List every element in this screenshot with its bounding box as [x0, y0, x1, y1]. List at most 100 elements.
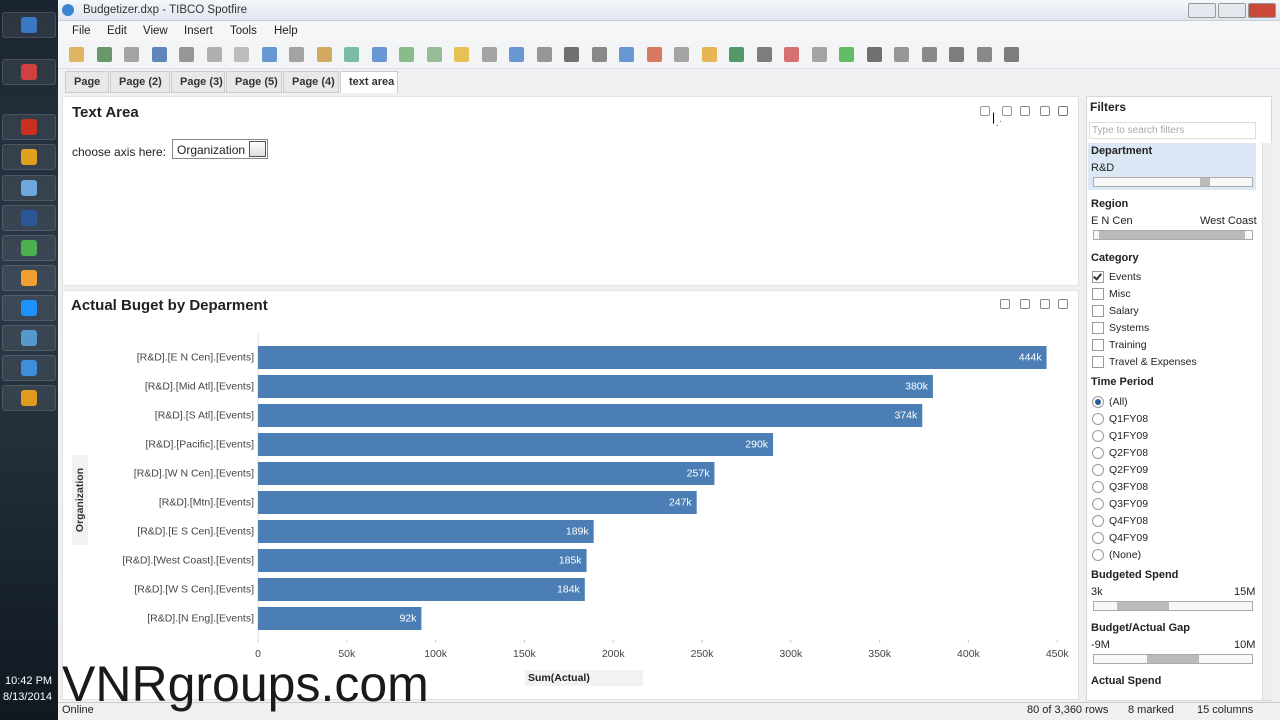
toolbar-button[interactable] [481, 47, 497, 62]
tab-label[interactable]: Page [74, 76, 101, 88]
menu-item[interactable]: Edit [107, 25, 127, 37]
radio-label[interactable]: (None) [1109, 549, 1142, 561]
tab-label[interactable]: text area [349, 76, 395, 88]
tab-label[interactable]: Page (2) [119, 76, 162, 88]
checkbox[interactable] [1092, 271, 1104, 283]
select-arrow[interactable] [249, 141, 266, 157]
panel-control[interactable] [980, 106, 990, 116]
checkbox-label[interactable]: Misc [1109, 288, 1131, 300]
tab[interactable] [340, 71, 398, 93]
toolbar-button[interactable] [151, 47, 167, 62]
panel-control[interactable] [1040, 106, 1050, 116]
toolbar-button[interactable] [344, 47, 359, 62]
checkbox-label[interactable]: Salary [1109, 305, 1139, 317]
range-slider[interactable] [1093, 601, 1253, 611]
toolbar-button[interactable] [756, 47, 772, 62]
toolbar-button[interactable] [536, 47, 552, 62]
menu-item[interactable]: View [143, 25, 168, 37]
toolbar-button[interactable] [921, 47, 937, 62]
panel-control[interactable] [1000, 299, 1010, 309]
radio-label[interactable]: Q4FY08 [1109, 515, 1149, 527]
toolbar-button[interactable] [674, 47, 689, 62]
radio-label[interactable]: Q1FY08 [1109, 413, 1149, 425]
panel-control[interactable] [1058, 299, 1068, 309]
panel-control[interactable] [1002, 106, 1012, 116]
radio-label[interactable]: Q1FY09 [1109, 430, 1149, 442]
range-slider[interactable] [1093, 177, 1253, 187]
panel-control[interactable] [1020, 299, 1030, 309]
panel-control[interactable] [1058, 106, 1068, 116]
checkbox-label[interactable]: Systems [1109, 322, 1150, 334]
window-button[interactable] [1218, 3, 1246, 18]
tab[interactable] [226, 71, 282, 93]
toolbar-button[interactable] [619, 47, 634, 62]
radio-label[interactable]: Q3FY09 [1109, 498, 1149, 510]
checkbox[interactable] [1092, 339, 1104, 351]
panel-control[interactable] [1040, 299, 1050, 309]
radio-button[interactable] [1092, 481, 1104, 493]
slider-range[interactable] [1099, 231, 1245, 239]
slider-range[interactable] [1117, 602, 1169, 610]
checkbox-label[interactable]: Travel & Expenses [1109, 356, 1197, 368]
toolbar-button[interactable] [426, 47, 442, 62]
axis-select[interactable] [172, 139, 268, 159]
toolbar-button[interactable] [976, 47, 992, 62]
toolbar-button[interactable] [399, 47, 414, 62]
toolbar-button[interactable] [1004, 47, 1019, 62]
toolbar-button[interactable] [206, 47, 222, 62]
panel-control[interactable] [1020, 106, 1030, 116]
radio-label[interactable]: (All) [1109, 396, 1128, 408]
toolbar-button[interactable] [316, 47, 332, 62]
axis-select-value[interactable]: Organization [177, 143, 246, 157]
radio-button[interactable] [1092, 464, 1104, 476]
slider-range[interactable] [1200, 178, 1210, 186]
search-box[interactable] [1089, 122, 1256, 139]
checkbox-label[interactable]: Training [1109, 339, 1147, 351]
toolbar-button[interactable] [866, 47, 882, 62]
radio-label[interactable]: Q4FY09 [1109, 532, 1149, 544]
toolbar-button[interactable] [646, 47, 662, 62]
tab-label[interactable]: Page (5) [235, 76, 278, 88]
radio-button[interactable] [1092, 532, 1104, 544]
toolbar-button[interactable] [839, 47, 854, 62]
toolbar-button[interactable] [69, 47, 84, 62]
radio-label[interactable]: Q2FY09 [1109, 464, 1149, 476]
menu-item[interactable]: Help [274, 25, 298, 37]
window-button[interactable] [1248, 3, 1276, 18]
window-button[interactable] [1188, 3, 1216, 18]
toolbar-button[interactable] [894, 47, 909, 62]
radio-button[interactable] [1092, 549, 1104, 561]
toolbar-button[interactable] [784, 47, 799, 62]
toolbar-button[interactable] [96, 47, 112, 62]
tab-label[interactable]: Page (3) [180, 76, 223, 88]
slider-range[interactable] [1147, 655, 1199, 663]
radio-button[interactable] [1092, 413, 1104, 425]
toolbar-button[interactable] [509, 47, 524, 62]
toolbar-button[interactable] [949, 47, 964, 62]
tab-label[interactable]: Page (4) [292, 76, 335, 88]
tab[interactable] [65, 71, 109, 93]
toolbar-button[interactable] [371, 47, 387, 62]
checkbox[interactable] [1092, 305, 1104, 317]
toolbar-button[interactable] [701, 47, 717, 62]
tab[interactable] [171, 71, 225, 93]
toolbar-button[interactable] [179, 47, 194, 62]
radio-button[interactable] [1092, 430, 1104, 442]
checkbox[interactable] [1092, 356, 1104, 368]
toolbar-button[interactable] [591, 47, 607, 62]
toolbar-button[interactable] [124, 47, 139, 62]
checkbox[interactable] [1092, 322, 1104, 334]
toolbar-button[interactable] [234, 47, 249, 62]
x-axis-title[interactable]: Sum(Actual) [528, 672, 590, 684]
x-axis-selector[interactable] [525, 670, 643, 686]
toolbar-button[interactable] [454, 47, 469, 62]
menu-item[interactable]: Tools [230, 25, 257, 37]
radio-button[interactable] [1092, 498, 1104, 510]
radio-button[interactable] [1092, 447, 1104, 459]
radio-label[interactable]: Q3FY08 [1109, 481, 1149, 493]
checkbox-label[interactable]: Events [1109, 271, 1142, 283]
toolbar-button[interactable] [261, 47, 277, 62]
tab[interactable] [110, 71, 170, 93]
toolbar-button[interactable] [729, 47, 744, 62]
checkbox[interactable] [1092, 288, 1104, 300]
